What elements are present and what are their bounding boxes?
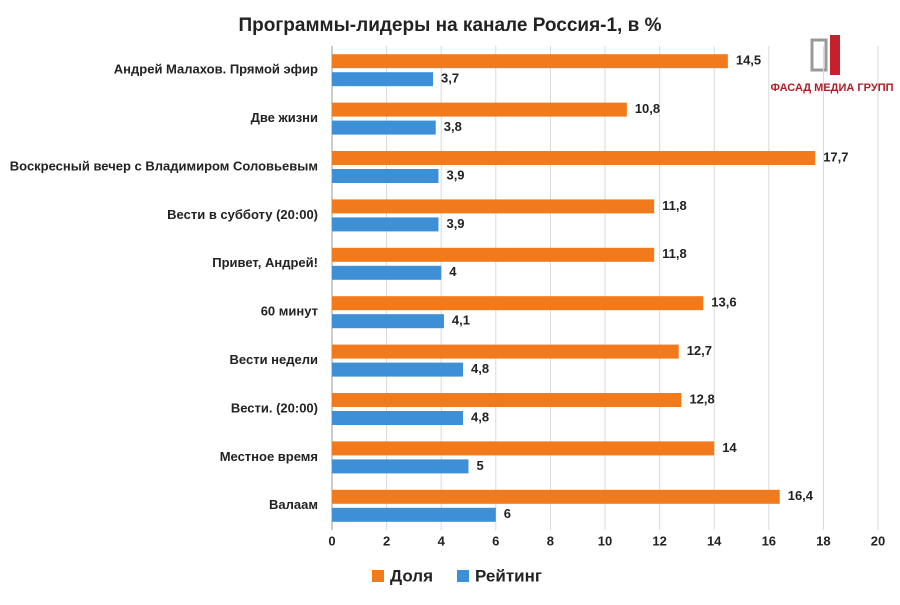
y-tick-label: Привет, Андрей! [212, 255, 318, 270]
bar [332, 169, 439, 183]
value-label: 3,9 [446, 216, 464, 231]
x-tick-label: 4 [438, 533, 446, 548]
value-label: 11,8 [662, 246, 687, 261]
bar [332, 54, 728, 69]
bar [332, 265, 442, 280]
x-tick-label: 6 [492, 533, 499, 548]
value-label: 10,8 [635, 101, 660, 116]
legend-marker [372, 570, 384, 582]
logo-icon [810, 38, 828, 72]
bar [332, 507, 496, 522]
bar [332, 314, 444, 329]
logo-icon [830, 35, 840, 75]
bar [332, 247, 655, 262]
y-tick-label: Андрей Малахов. Прямой эфир [114, 62, 318, 77]
x-tick-label: 20 [871, 533, 885, 548]
value-label: 6 [504, 506, 511, 521]
y-tick-label: Местное время [220, 449, 318, 464]
value-label: 12,8 [689, 391, 714, 406]
value-label: 3,8 [444, 119, 462, 134]
bar [332, 459, 469, 474]
bar [332, 393, 682, 407]
logo: ФАСАД МЕДИА ГРУПП [770, 35, 894, 94]
value-label: 17,7 [823, 149, 848, 164]
value-label: 12,7 [687, 343, 712, 358]
y-tick-label: Вести. (20:00) [231, 400, 318, 415]
value-label: 4,8 [471, 409, 489, 424]
y-tick-label: Две жизни [251, 110, 318, 125]
bar [332, 72, 434, 87]
x-tick-label: 10 [598, 533, 612, 548]
y-tick-label: Валаам [269, 497, 318, 512]
value-label: 4,8 [471, 361, 489, 376]
x-tick-label: 14 [707, 533, 722, 548]
bar [332, 441, 715, 456]
x-tick-label: 12 [652, 533, 666, 548]
value-label: 11,8 [662, 198, 687, 213]
value-label: 14,5 [736, 53, 761, 68]
bar [332, 199, 655, 214]
bar [332, 151, 816, 165]
bar [332, 102, 627, 117]
value-label: 16,4 [788, 488, 814, 503]
bar [332, 489, 780, 504]
bar [332, 344, 679, 359]
value-label: 3,9 [446, 167, 464, 182]
y-tick-label: Вести в субботу (20:00) [167, 207, 318, 222]
chart-title: Программы-лидеры на канале Россия-1, в % [239, 15, 662, 36]
bar [332, 411, 464, 425]
x-tick-label: 16 [762, 533, 776, 548]
x-tick-label: 18 [816, 533, 830, 548]
bar [332, 217, 439, 232]
value-label: 4,1 [452, 313, 470, 328]
legend-marker [457, 570, 469, 582]
y-tick-label: Воскресный вечер с Владимиром Соловьевым [10, 158, 318, 173]
y-tick-label: Вести недели [230, 352, 318, 367]
bar [332, 120, 436, 135]
x-tick-label: 0 [328, 533, 335, 548]
x-tick-label: 2 [383, 533, 390, 548]
logo-text: ФАСАД МЕДИА ГРУПП [770, 82, 893, 94]
value-label: 13,6 [711, 295, 736, 310]
legend-label: Рейтинг [475, 566, 542, 585]
value-label: 3,7 [441, 71, 459, 86]
bar [332, 362, 464, 377]
legend-label: Доля [390, 566, 433, 585]
value-label: 14 [722, 440, 737, 455]
value-label: 5 [477, 458, 484, 473]
y-tick-label: 60 минут [261, 304, 318, 319]
bar [332, 296, 704, 311]
x-tick-label: 8 [547, 533, 554, 548]
value-label: 4 [449, 264, 457, 279]
